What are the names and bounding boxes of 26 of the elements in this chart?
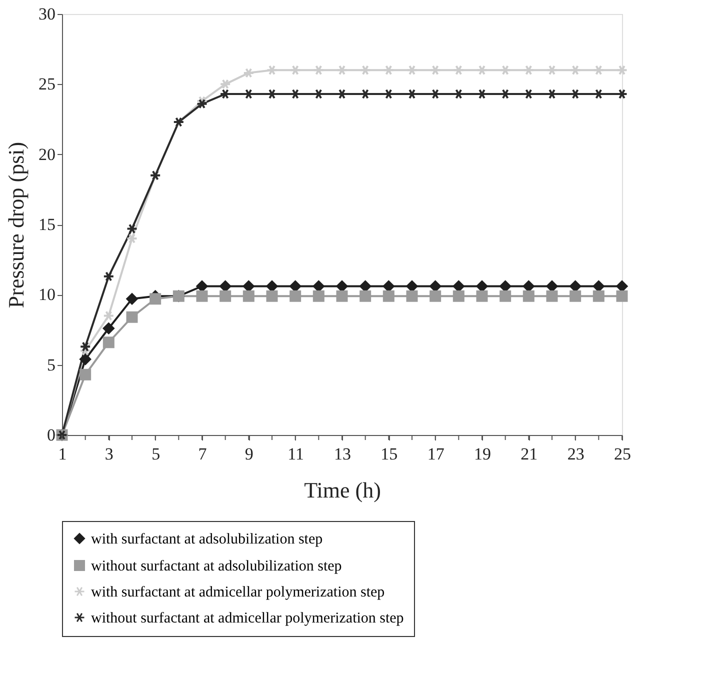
x-tick-label: 5 (152, 444, 160, 464)
y-tick-label: 15 (38, 215, 56, 234)
x-tick-label: 11 (288, 444, 304, 464)
x-tick-label: 9 (244, 444, 254, 464)
x-tick-label: 17 (427, 444, 445, 464)
legend-label: without surfactant at admicellar polymerization step (91, 610, 404, 626)
x-tick-label: 23 (567, 444, 584, 464)
y-tick-label: 0 (47, 426, 56, 444)
x-tick-label: 21 (520, 444, 538, 464)
legend-label: with surfactant at adsolubilization step (91, 532, 323, 548)
x-axis-title: Time (h) (304, 478, 381, 502)
x-tick-label: 13 (334, 444, 351, 464)
x-tick-label: 7 (198, 444, 208, 464)
legend-label: without surfactant at adsolubilization step (91, 558, 342, 574)
y-tick-label: 20 (38, 144, 56, 164)
x-tick-label: 1 (58, 444, 67, 464)
x-tick-label: 15 (380, 444, 398, 464)
x-tick-label: 19 (474, 444, 491, 464)
y-tick-label: 10 (38, 285, 56, 304)
y-axis-title: Pressure drop (psi) (4, 142, 28, 308)
legend-label: with surfactant at admicellar polymerization step (91, 584, 385, 600)
y-tick-label: 25 (38, 74, 56, 94)
y-tick-label: 30 (38, 4, 56, 24)
x-tick-label: 25 (614, 444, 631, 464)
x-tick-label: 3 (104, 444, 114, 464)
y-tick-label: 5 (47, 355, 56, 374)
